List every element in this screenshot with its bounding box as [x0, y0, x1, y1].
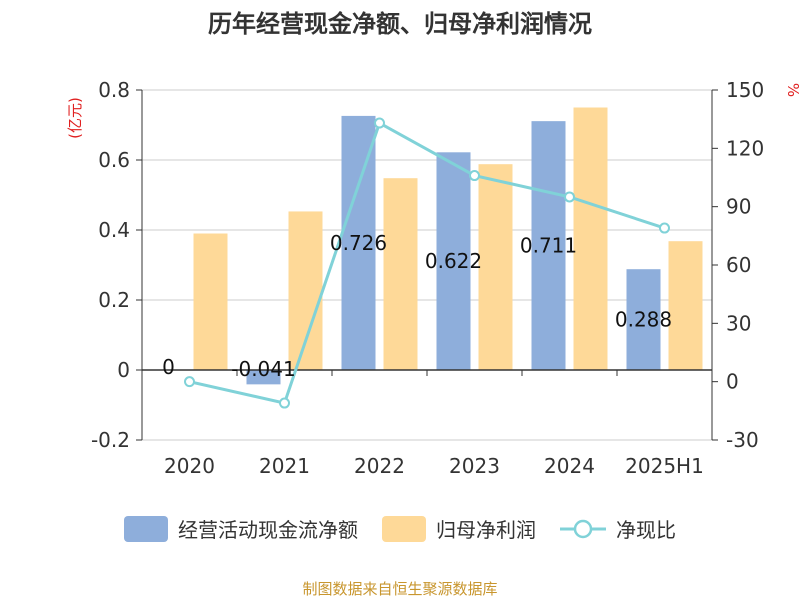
data-label-cashflow: 0.711: [520, 234, 577, 258]
legend-item-profit[interactable]: 归母净利润: [382, 514, 536, 543]
ratio-point: [469, 170, 480, 182]
y-right-tick-label: 120: [726, 136, 764, 160]
x-tick-label: 2020: [164, 454, 215, 478]
ratio-point: [184, 376, 195, 388]
bar-profit: [288, 211, 323, 370]
legend-swatch-ratio: [560, 519, 606, 538]
bar-profit: [383, 178, 418, 370]
ratio-line: [184, 117, 670, 409]
bar-profit: [193, 233, 228, 370]
ratio-line-path: [189, 120, 665, 405]
chart-title: 历年经营现金净额、归母净利润情况: [208, 10, 592, 38]
y-right-tick-label: 0: [726, 370, 739, 394]
data-label-cashflow: 0.288: [615, 308, 672, 332]
legend-swatch-profit: [382, 515, 426, 542]
y-left-tick-label: 0.2: [98, 288, 130, 312]
y-left-axis-label: (亿元): [66, 97, 84, 139]
source-note: 制图数据来自恒生聚源数据库: [302, 580, 498, 598]
x-tick-label: 2024: [544, 454, 595, 478]
legend: 经营活动现金流净额 归母净利润 净现比: [0, 514, 800, 543]
data-label-cashflow: 0.622: [425, 249, 482, 273]
legend-label-profit: 归母净利润: [436, 518, 536, 542]
gridlines: [142, 89, 712, 441]
y-right-tick-label: 60: [726, 253, 751, 277]
bar-cashflow: [246, 370, 281, 385]
y-right-tick-label: 90: [726, 195, 751, 219]
ratio-point: [564, 191, 575, 203]
y-right-tick-label: -30: [726, 428, 759, 452]
y-right-axis-label: %: [784, 83, 800, 97]
bar-cashflow: [341, 115, 376, 371]
legend-label-cashflow: 经营活动现金流净额: [178, 518, 358, 542]
tick-labels: 0.8 0.6 0.4 0.2 0 -0.2 150 120 90 60 30 0 -30 2020 202…: [91, 78, 764, 478]
x-tick-label: 2023: [449, 454, 500, 478]
bar-profit: [573, 107, 608, 370]
legend-swatch-cashflow: [124, 515, 168, 542]
bar-cashflow: [531, 121, 566, 371]
bars: [193, 107, 703, 385]
y-right-tick-label: 150: [726, 78, 764, 102]
data-label-cashflow: -0.041: [231, 357, 295, 381]
y-right-tick-label: 30: [726, 311, 751, 335]
bar-cashflow: [436, 152, 471, 370]
legend-label-ratio: 净现比: [616, 518, 676, 542]
ratio-point: [374, 117, 385, 129]
x-tick-label: 2022: [354, 454, 405, 478]
data-label-cashflow: 0.726: [330, 231, 387, 255]
y-left-tick-label: 0: [117, 358, 130, 382]
legend-item-cashflow[interactable]: 经营活动现金流净额: [124, 514, 358, 543]
data-label-cashflow: 0: [162, 355, 175, 379]
axes: [136, 89, 718, 441]
x-tick-label: 2025H1: [625, 454, 704, 478]
legend-item-ratio[interactable]: 净现比: [560, 514, 676, 543]
y-left-tick-label: 0.6: [98, 148, 130, 172]
y-left-tick-label: -0.2: [91, 428, 130, 452]
bar-profit: [668, 241, 703, 370]
bar-cashflow: [626, 269, 661, 370]
x-tick-label: 2021: [259, 454, 310, 478]
y-left-tick-label: 0.4: [98, 218, 130, 242]
data-labels: 0 -0.041 0.726 0.622 0.711 0.288: [162, 231, 672, 381]
y-left-tick-label: 0.8: [98, 78, 130, 102]
ratio-point: [659, 222, 670, 234]
ratio-point: [279, 397, 290, 409]
bar-profit: [478, 164, 513, 370]
